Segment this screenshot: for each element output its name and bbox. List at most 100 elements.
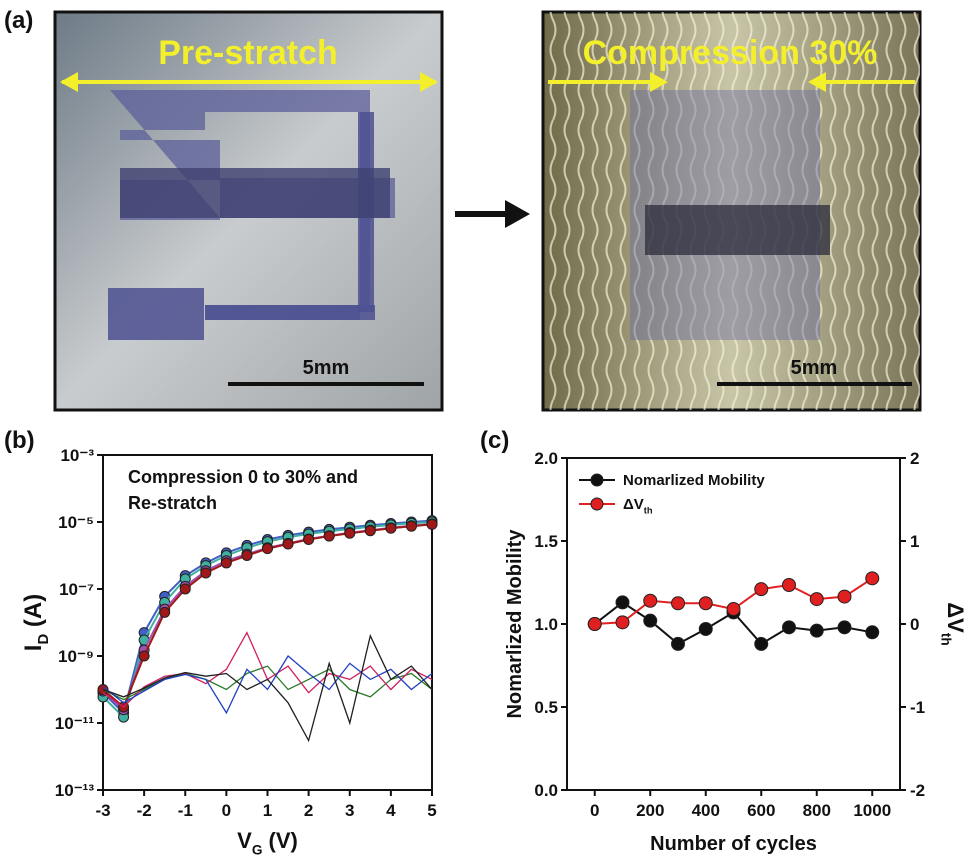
series-line — [102, 633, 433, 743]
panel-label: (a) — [4, 7, 33, 34]
data-point — [698, 621, 713, 636]
data-point — [615, 595, 630, 610]
x-tick-label: 4 — [386, 801, 396, 820]
data-point — [385, 522, 397, 534]
x-tick-label: 600 — [747, 801, 775, 820]
data-point — [809, 623, 824, 638]
label-main: ΔV — [943, 602, 965, 633]
data-point — [405, 520, 417, 532]
data-point — [643, 593, 658, 608]
data-point — [364, 525, 376, 537]
y2-tick-label: 0 — [910, 615, 919, 634]
x-tick-label: 0 — [590, 801, 599, 820]
label: VG (V) — [237, 828, 298, 855]
x-tick-label: -3 — [95, 801, 110, 820]
y-tick-label: 0.5 — [534, 698, 558, 717]
data-point — [426, 518, 438, 530]
label-main: ΔV — [623, 496, 644, 513]
photo-caption: Compression 30% — [583, 34, 878, 72]
data-point — [698, 596, 713, 611]
data-point — [179, 583, 191, 595]
label-rest: (A) — [20, 594, 47, 634]
y-tick-label: 1.0 — [534, 615, 558, 634]
data-point — [726, 602, 741, 617]
data-point — [615, 615, 630, 630]
x-tick-label: 1000 — [853, 801, 891, 820]
legend-marker — [590, 497, 604, 511]
data-point — [344, 527, 356, 539]
photo-caption: Pre-stratch — [158, 34, 338, 72]
y-tick-label: 0.0 — [534, 781, 558, 800]
data-point — [865, 625, 880, 640]
label-main: V — [237, 828, 252, 853]
data-point — [587, 617, 602, 631]
data-point — [837, 589, 852, 604]
y2-tick-label: -1 — [910, 698, 925, 717]
y-tick-label: 10⁻⁵ — [58, 513, 94, 532]
y2-tick-label: -2 — [910, 781, 925, 800]
y-tick-label: 10⁻¹³ — [55, 781, 95, 800]
label: Nomarlized Mobility — [623, 472, 765, 489]
annotation: Re-stratch — [128, 493, 217, 513]
data-point — [323, 530, 335, 542]
label: ΔVth — [938, 602, 965, 645]
data-point — [138, 650, 150, 662]
x-tick-label: -2 — [137, 801, 152, 820]
label: ΔVth — [623, 496, 653, 516]
scale-bar-label: 5mm — [303, 357, 350, 379]
data-point — [671, 596, 685, 611]
data-point — [754, 582, 769, 597]
data-point — [303, 534, 315, 546]
y-tick-label: 1.5 — [534, 532, 558, 551]
x-tick-label: 5 — [427, 801, 436, 820]
data-point — [241, 550, 253, 561]
data-point — [865, 571, 880, 586]
scale-bar-label: 5mm — [791, 357, 838, 379]
data-point — [282, 538, 294, 550]
legend-marker — [590, 473, 604, 487]
x-tick-label: 1 — [263, 801, 272, 820]
data-point — [782, 577, 796, 592]
data-point — [200, 567, 212, 579]
x-tick-label: 200 — [636, 801, 664, 820]
label-main: I — [20, 645, 47, 652]
photo: Compression 30% 5mm — [541, 10, 922, 412]
data-point — [159, 606, 171, 618]
label-main: Nomarlized Mobility — [623, 472, 765, 489]
y-tick-label: 10⁻¹¹ — [55, 714, 95, 733]
x-axis-label: Number of cycles — [650, 833, 817, 855]
y2-tick-label: 2 — [910, 449, 919, 468]
annotation: Compression 0 to 30% and — [128, 467, 358, 487]
panel-label: (c) — [480, 427, 509, 454]
x-tick-label: 3 — [345, 801, 354, 820]
label-sub: G — [252, 843, 263, 855]
label-rest: (V) — [262, 828, 297, 853]
photo: Pre-stratch 5mm — [53, 10, 444, 412]
data-point — [809, 592, 824, 607]
label: ID (A) — [20, 594, 52, 651]
label-sub: D — [36, 634, 52, 645]
y-axis-label: Nomarlized Mobility — [504, 529, 526, 719]
x-tick-label: -1 — [178, 801, 193, 820]
data-point — [671, 636, 685, 651]
panel-label: (b) — [4, 427, 35, 454]
x-tick-label: 0 — [222, 801, 231, 820]
data-point — [754, 636, 769, 651]
data-point — [220, 557, 232, 569]
y-tick-label: 10⁻³ — [60, 446, 94, 465]
y-tick-label: 2.0 — [534, 449, 558, 468]
y-tick-label: 10⁻⁹ — [58, 647, 94, 666]
label-sub: th — [644, 506, 653, 516]
data-point — [262, 543, 273, 555]
data-point — [837, 620, 852, 635]
x-tick-label: 800 — [803, 801, 831, 820]
series-line — [102, 631, 433, 708]
y2-tick-label: 1 — [910, 532, 919, 551]
x-tick-label: 400 — [692, 801, 720, 820]
label-sub: th — [938, 633, 953, 646]
series-line — [102, 655, 433, 715]
data-point — [782, 620, 796, 635]
y-tick-label: 10⁻⁷ — [59, 580, 94, 599]
data-point — [643, 613, 658, 628]
